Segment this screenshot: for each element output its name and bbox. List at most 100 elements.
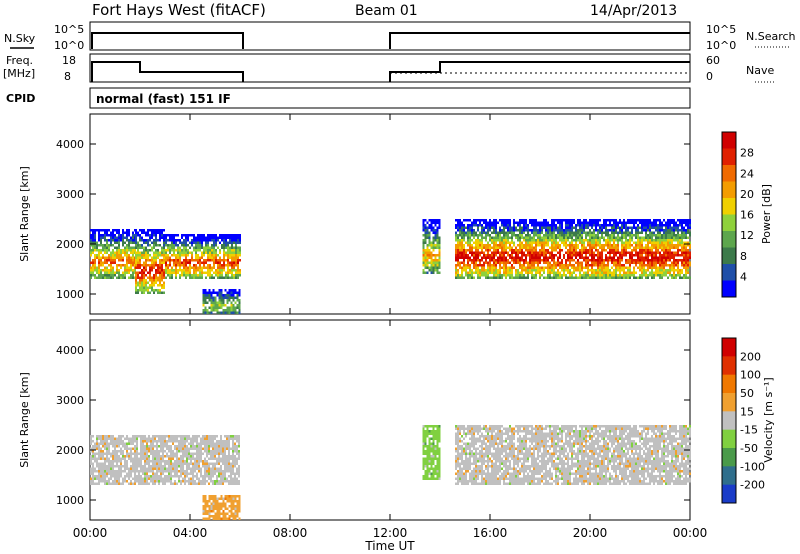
range-gate-cell <box>168 470 170 473</box>
range-gate-cell <box>157 244 159 247</box>
range-gate-cell <box>228 294 231 297</box>
range-gate-cell <box>100 256 102 259</box>
range-gate-cell <box>621 246 623 249</box>
range-gate-cell <box>159 274 161 277</box>
range-gate-cell <box>199 266 201 269</box>
range-gate-cell <box>619 229 621 232</box>
range-gate-cell <box>519 264 521 267</box>
range-gate-cell <box>645 239 647 242</box>
range-gate-cell <box>543 259 545 262</box>
range-gate-cell <box>188 477 190 480</box>
range-gate-cell <box>461 269 463 272</box>
range-gate-cell <box>611 256 613 259</box>
range-gate-cell <box>164 482 166 485</box>
range-gate-cell <box>108 462 110 465</box>
range-gate-cell <box>619 251 621 254</box>
range-gate-cell <box>96 482 98 485</box>
range-gate-cell <box>216 309 219 312</box>
range-gate-cell <box>126 236 128 239</box>
range-gate-cell <box>459 224 461 227</box>
range-gate-cell <box>100 465 102 468</box>
range-gate-cell <box>110 475 112 478</box>
range-gate-cell <box>671 231 673 234</box>
range-gate-cell <box>605 234 607 237</box>
range-gate-cell <box>211 234 213 237</box>
range-gate-cell <box>665 249 667 252</box>
range-gate-cell <box>547 241 549 244</box>
range-gate-cell <box>94 264 96 267</box>
cpid-value: normal (fast) 151 IF <box>96 92 231 106</box>
nsky-trace-1 <box>91 32 244 49</box>
range-gate-cell <box>495 269 497 272</box>
range-gate-cell <box>90 442 92 445</box>
range-gate-cell <box>139 239 141 242</box>
range-gate-cell <box>436 269 439 272</box>
range-gate-cell <box>149 236 151 239</box>
range-gate-cell <box>158 450 160 453</box>
range-gate-cell <box>237 249 239 252</box>
range-gate-cell <box>106 475 108 478</box>
range-gate-cell <box>659 221 661 224</box>
range-gate-cell <box>216 445 218 448</box>
range-gate-cell <box>615 231 617 234</box>
range-gate-cell <box>211 274 213 277</box>
range-gate-cell <box>120 276 122 279</box>
range-gate-cell <box>151 284 153 287</box>
range-gate-cell <box>147 241 149 244</box>
range-gate-cell <box>100 229 102 232</box>
range-gate-cell <box>174 470 176 473</box>
range-gate-cell <box>163 234 165 237</box>
range-gate-cell <box>100 269 102 272</box>
range-gate-cell <box>98 457 100 460</box>
range-gate-cell <box>631 254 633 257</box>
range-gate-cell <box>493 221 495 224</box>
range-gate-cell <box>541 229 543 232</box>
range-gate-cell <box>161 236 163 239</box>
range-gate-cell <box>473 246 475 249</box>
range-gate-cell <box>202 311 205 314</box>
range-gate-cell <box>424 229 427 232</box>
range-gate-cell <box>679 271 681 274</box>
range-gate-cell <box>195 256 197 259</box>
range-gate-cell <box>477 226 479 229</box>
range-gate-cell <box>555 241 557 244</box>
range-gate-cell <box>422 259 425 262</box>
range-gate-cell <box>571 266 573 269</box>
range-gate-cell <box>495 236 497 239</box>
range-gate-cell <box>683 251 685 254</box>
range-gate-cell <box>457 249 459 252</box>
range-gate-cell <box>645 244 647 247</box>
range-gate-cell <box>102 437 104 440</box>
range-gate-cell <box>541 274 543 277</box>
range-gate-cell <box>545 234 547 237</box>
range-gate-cell <box>189 251 191 254</box>
range-gate-cell <box>525 269 527 272</box>
range-gate-cell <box>583 219 585 222</box>
range-gate-cell <box>232 304 235 307</box>
range-gate-cell <box>120 234 122 237</box>
range-gate-cell <box>126 271 128 274</box>
range-gate-cell <box>581 266 583 269</box>
range-gate-cell <box>533 231 535 234</box>
range-gate-cell <box>166 475 168 478</box>
range-gate-cell <box>607 246 609 249</box>
range-gate-cell <box>641 256 643 259</box>
range-gate-cell <box>118 264 120 267</box>
range-gate-cell <box>579 221 581 224</box>
range-gate-cell <box>593 231 595 234</box>
range-gate-cell <box>198 470 200 473</box>
range-gate-cell <box>154 455 156 458</box>
range-gate-cell <box>150 460 152 463</box>
range-gate-cell <box>539 261 541 264</box>
range-gate-cell <box>673 221 675 224</box>
range-gate-cell <box>153 254 155 257</box>
range-gate-cell <box>475 234 477 237</box>
range-gate-cell <box>599 276 601 279</box>
range-gate-cell <box>525 241 527 244</box>
range-gate-cell <box>469 249 471 252</box>
range-gate-cell <box>230 289 233 292</box>
range-gate-cell <box>535 249 537 252</box>
range-gate-cell <box>112 452 114 455</box>
range-gate-cell <box>209 246 211 249</box>
range-gate-cell <box>559 266 561 269</box>
